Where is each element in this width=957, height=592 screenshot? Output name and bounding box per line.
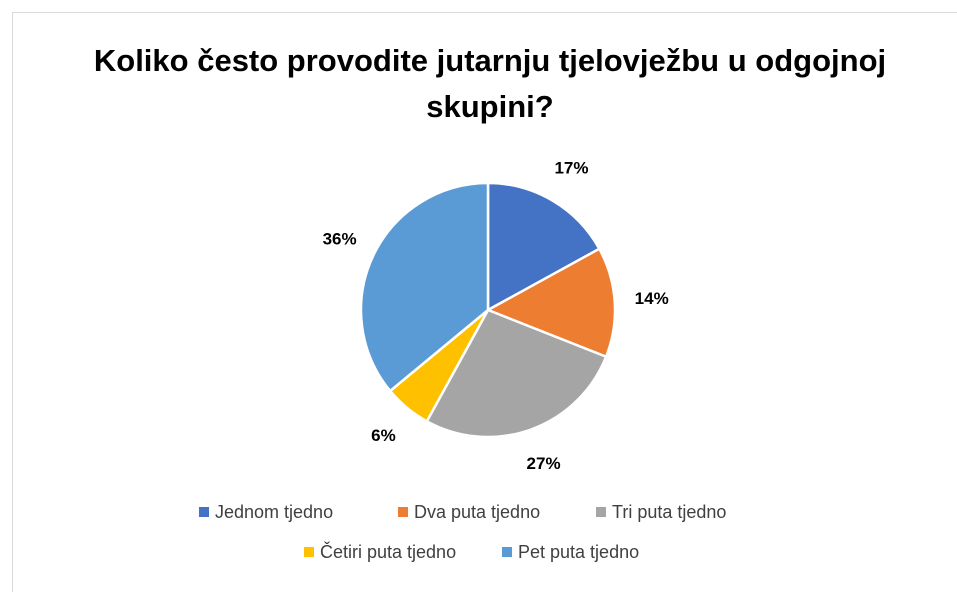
data-label: 6% — [371, 426, 396, 445]
legend-swatch — [596, 507, 606, 517]
legend-label: Jednom tjedno — [215, 502, 333, 522]
chart-title: Koliko često provodite jutarnju tjelovje… — [93, 43, 887, 124]
pie-slice — [485, 247, 617, 359]
legend-label: Tri puta tjedno — [612, 502, 726, 522]
legend-label: Četiri puta tjedno — [320, 541, 456, 562]
data-label: 17% — [554, 158, 588, 177]
data-label: 14% — [635, 289, 669, 308]
legend-swatch — [502, 547, 512, 557]
legend-label: Pet puta tjedno — [518, 542, 639, 562]
data-label: 36% — [323, 230, 357, 249]
data-label: 27% — [527, 454, 561, 473]
legend-swatch — [304, 547, 314, 557]
pie-slice — [359, 181, 490, 393]
pie-slice — [486, 181, 601, 313]
legend-label: Dva puta tjedno — [414, 502, 540, 522]
chart-frame — [12, 12, 957, 592]
legend-swatch — [199, 507, 209, 517]
legend-swatch — [398, 507, 408, 517]
